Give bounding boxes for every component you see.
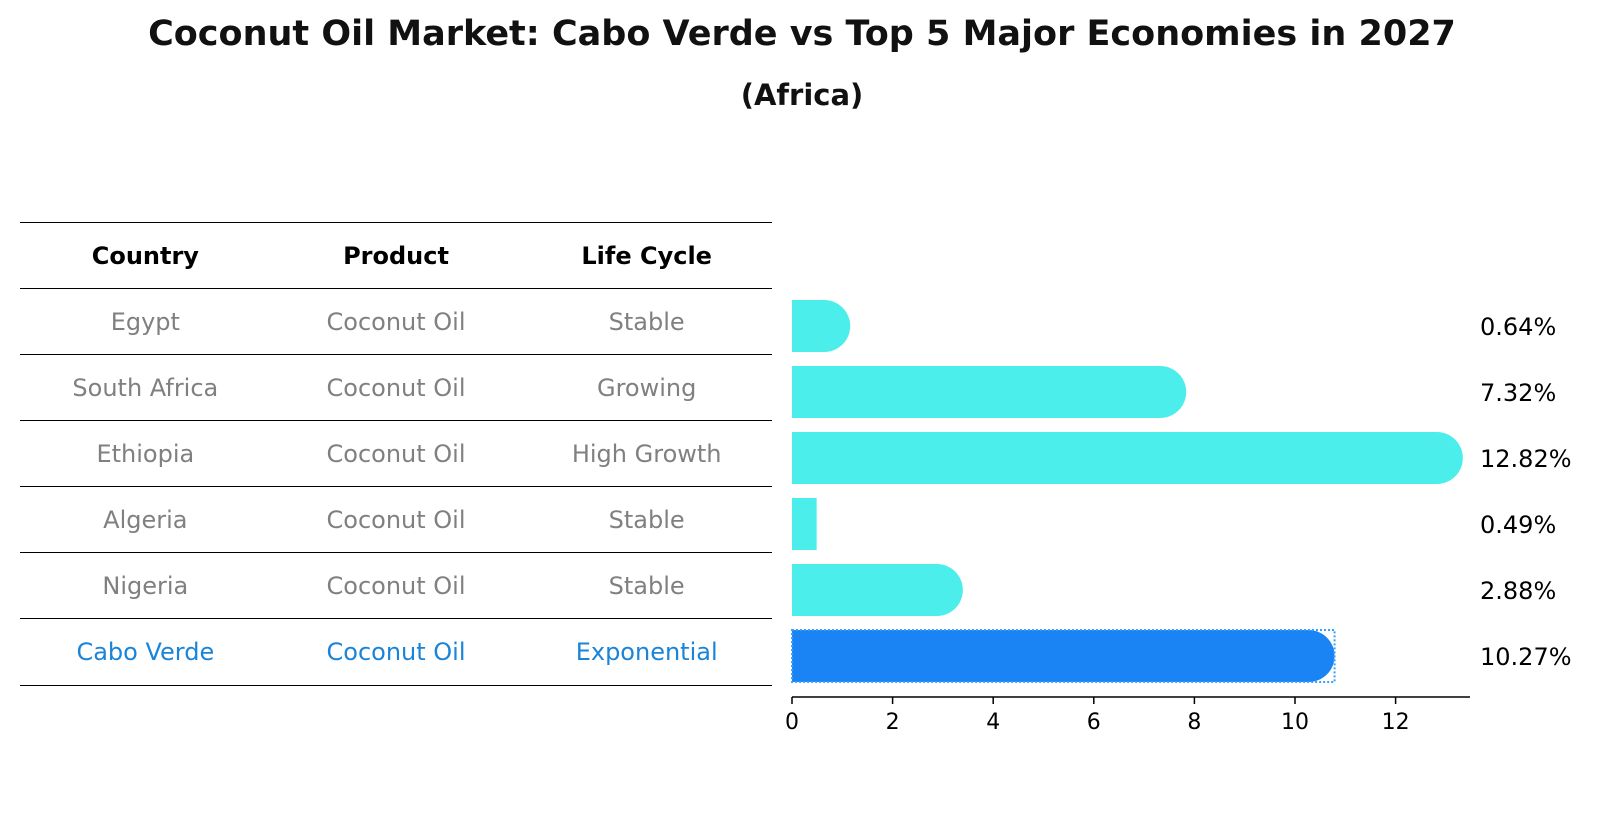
bar-cap [910, 564, 963, 616]
x-tick-label: 6 [1087, 710, 1101, 735]
cell-life-cycle: Stable [608, 505, 685, 534]
table-row: South Africa Coconut Oil Growing [20, 354, 772, 420]
cell-product: Coconut Oil [326, 638, 466, 666]
x-tick-label: 12 [1382, 710, 1410, 735]
value-label: 0.64% [1480, 313, 1556, 341]
table-row: Egypt Coconut Oil Stable [20, 288, 772, 354]
table-row: Ethiopia Coconut Oil High Growth [20, 420, 772, 486]
x-tick-label: 0 [785, 710, 799, 735]
bar-cap [1282, 630, 1335, 682]
bar-body [792, 498, 817, 550]
bar-cap [1134, 366, 1187, 418]
bar-south-africa [792, 366, 1187, 418]
cell-country: Algeria [103, 505, 188, 534]
value-label: 2.88% [1480, 577, 1556, 605]
cell-product: Coconut Oil [326, 571, 466, 600]
header-life-cycle: Life Cycle [581, 241, 712, 270]
cell-life-cycle: Stable [608, 307, 685, 336]
bar-cap [1410, 432, 1463, 484]
x-tick-label: 4 [986, 710, 1000, 735]
chart-title: Coconut Oil Market: Cabo Verde vs Top 5 … [148, 14, 1456, 54]
value-label: 10.27% [1480, 643, 1572, 671]
bar-body [792, 630, 1309, 682]
cell-life-cycle: High Growth [571, 439, 722, 468]
header-product: Product [343, 241, 449, 270]
bar-cabo-verde [791, 629, 1336, 683]
cell-product: Coconut Oil [326, 373, 466, 402]
bar-cap [798, 300, 851, 352]
bar-highlight-outline [791, 629, 1336, 683]
cell-life-cycle: Growing [596, 373, 697, 402]
cell-country: Egypt [110, 307, 180, 336]
bar-ethiopia [792, 432, 1463, 484]
cell-country: Cabo Verde [76, 638, 215, 666]
table-row: Nigeria Coconut Oil Stable [20, 552, 772, 618]
bar-body [792, 432, 1437, 484]
chart-subtitle: (Africa) [740, 78, 864, 112]
cell-country: Ethiopia [96, 439, 195, 468]
cell-product: Coconut Oil [326, 505, 466, 534]
cell-country: South Africa [72, 373, 219, 402]
value-label: 7.32% [1480, 379, 1556, 407]
value-label: 12.82% [1480, 445, 1572, 473]
cell-country: Nigeria [102, 571, 189, 600]
bar-nigeria [792, 564, 963, 616]
cell-product: Coconut Oil [326, 307, 466, 336]
country-table: Country Product Life Cycle Egypt Coconut… [20, 222, 772, 686]
value-label: 0.49% [1480, 511, 1556, 539]
table-row-highlight: Cabo Verde Coconut Oil Exponential [20, 618, 772, 686]
cell-life-cycle: Exponential [575, 638, 718, 666]
header-country: Country [91, 241, 199, 270]
x-tick-label: 10 [1281, 710, 1309, 735]
table-row: Algeria Coconut Oil Stable [20, 486, 772, 552]
bar-body [792, 366, 1161, 418]
x-tick-label: 2 [886, 710, 900, 735]
cell-life-cycle: Stable [608, 571, 685, 600]
table-header-row: Country Product Life Cycle [20, 222, 772, 288]
x-tick-label: 8 [1187, 710, 1201, 735]
bar-algeria [792, 498, 817, 550]
cell-product: Coconut Oil [326, 439, 466, 468]
bar-egypt [792, 300, 851, 352]
